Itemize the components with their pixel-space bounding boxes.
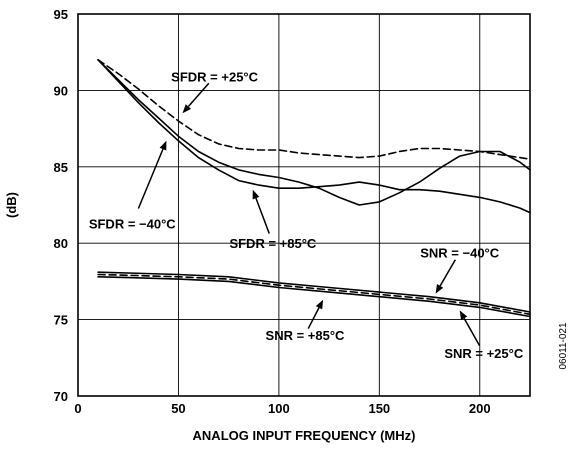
figure-id: 06011-021 [558, 322, 569, 370]
y-axis-label: (dB) [4, 192, 19, 218]
annotation-label-2: SFDR = +85°C [229, 236, 316, 251]
annotation-arrowhead-1 [159, 140, 167, 151]
y-tick-label: 90 [54, 83, 68, 98]
annotation-arrowhead-0 [182, 104, 192, 114]
annotations: SFDR = +25°C SFDR = −40°C SFDR = +85°C SNR … [89, 70, 524, 362]
x-tick-label: 0 [74, 401, 81, 416]
x-axis-label: ANALOG INPUT FREQUENCY (MHz) [193, 428, 416, 443]
annotation-arrowhead-2 [252, 189, 260, 200]
annotation-arrowhead-3 [435, 284, 444, 294]
x-tick-label: 200 [469, 401, 491, 416]
annotation-label-5: SNR = +85°C [266, 328, 346, 343]
series-group [97, 59, 531, 318]
annotation-arrow-5 [307, 307, 320, 329]
annotation-arrowhead-4 [459, 310, 468, 320]
series-line-1 [97, 59, 531, 206]
annotation-arrow-2 [255, 197, 270, 234]
annotation-label-1: SFDR = −40°C [89, 216, 176, 231]
annotation-label-0: SFDR = +25°C [171, 70, 258, 85]
series-line-2 [97, 59, 531, 214]
annotation-arrow-0 [187, 82, 210, 108]
series-line-4 [97, 273, 531, 316]
y-tick-label: 75 [54, 313, 68, 328]
annotation-arrow-4 [463, 317, 481, 346]
series-line-0 [97, 59, 531, 160]
plot-frame [77, 13, 531, 397]
annotation-arrowhead-5 [315, 299, 324, 310]
series-line-3 [97, 271, 531, 313]
x-tick-label: 50 [171, 401, 185, 416]
annotation-arrow-3 [439, 259, 456, 287]
y-tick-label: 70 [54, 389, 68, 404]
annotation-arrow-1 [137, 148, 164, 209]
annotation-label-3: SNR = −40°C [420, 245, 500, 260]
grid [78, 14, 530, 396]
tick-labels: 0 50 100 150 200 70 75 80 85 90 95 [54, 7, 491, 416]
x-tick-label: 150 [368, 401, 390, 416]
y-tick-label: 80 [54, 236, 68, 251]
series-line-5 [97, 276, 531, 318]
x-tick-label: 100 [268, 401, 290, 416]
y-tick-label: 85 [54, 160, 68, 175]
y-tick-label: 95 [54, 7, 68, 22]
annotation-label-4: SNR = +25°C [444, 346, 524, 361]
